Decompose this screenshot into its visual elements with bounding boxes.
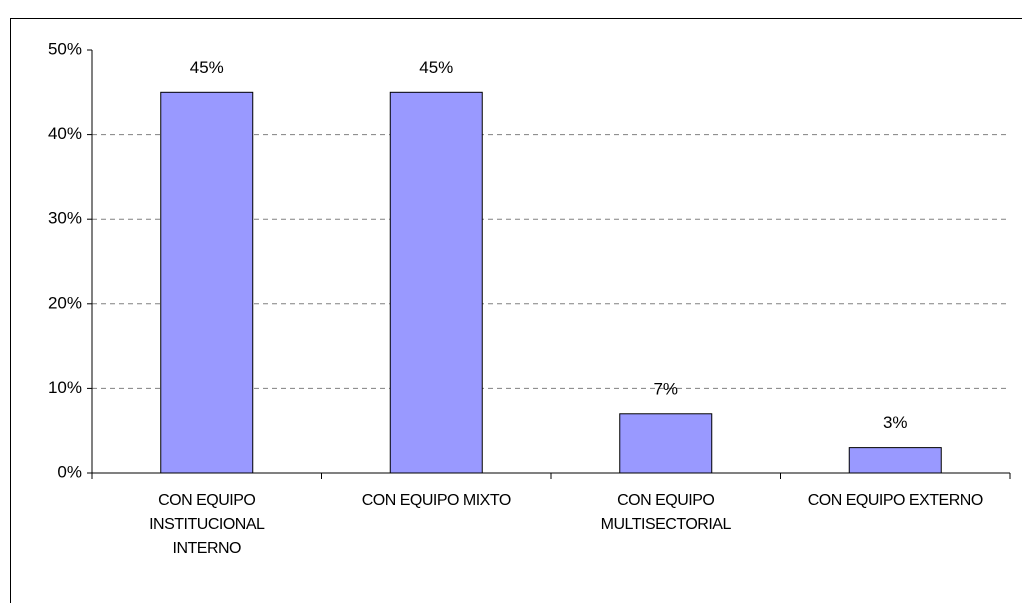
y-tick-label: 10% xyxy=(48,378,82,397)
bar xyxy=(160,91,254,474)
y-tick-label: 30% xyxy=(48,209,82,228)
x-tick-label: CON EQUIPO MIXTO xyxy=(361,492,512,509)
data-label: 7% xyxy=(653,379,678,398)
data-label: 3% xyxy=(883,413,908,432)
y-tick-label: 20% xyxy=(48,293,82,312)
x-tick-label: CON EQUIPO INSTITUCIONAL INTERNO xyxy=(149,492,265,557)
bar xyxy=(619,413,713,474)
y-tick-label: 0% xyxy=(57,462,82,481)
x-tick-label: CON EQUIPO EXTERNO xyxy=(807,492,984,509)
y-tick-label: 50% xyxy=(48,39,82,58)
chart-border xyxy=(10,18,1022,603)
y-tick-label: 40% xyxy=(48,124,82,143)
data-label: 45% xyxy=(419,58,453,77)
x-tick-label: CON EQUIPO MULTISECTORIAL xyxy=(600,492,732,533)
bar xyxy=(848,447,942,474)
bar xyxy=(389,91,483,474)
data-label: 45% xyxy=(190,58,224,77)
